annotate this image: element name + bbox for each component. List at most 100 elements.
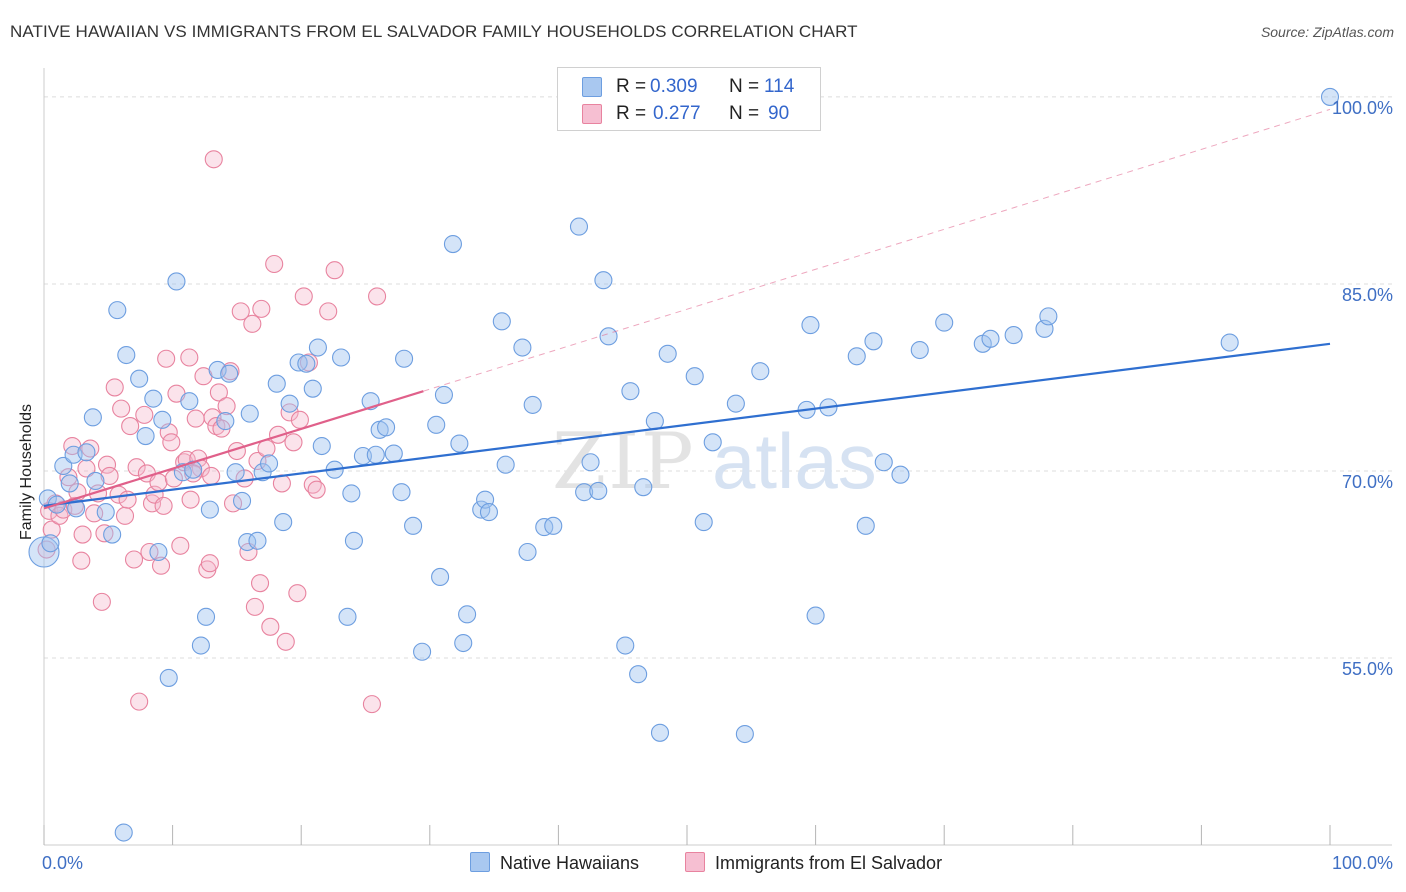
data-point xyxy=(751,362,770,381)
data-point xyxy=(513,338,532,357)
data-point xyxy=(95,524,114,543)
data-point xyxy=(523,395,542,414)
data-point xyxy=(220,364,239,383)
data-point xyxy=(112,399,131,418)
data-point xyxy=(569,217,589,236)
data-point xyxy=(77,443,96,462)
data-point xyxy=(431,567,450,586)
data-point xyxy=(171,536,190,555)
data-point xyxy=(117,345,136,365)
data-point xyxy=(180,392,199,411)
series-legend-swatch xyxy=(685,852,705,872)
data-point xyxy=(114,823,133,842)
data-point xyxy=(159,668,178,687)
data-point xyxy=(42,520,61,539)
y-tick-label: 85.0% xyxy=(1342,285,1393,305)
data-point xyxy=(319,302,338,321)
trend-line xyxy=(43,342,1331,507)
data-point xyxy=(535,518,554,537)
legend-r-label: R = xyxy=(616,76,647,97)
data-point xyxy=(308,338,327,357)
y-axis-label: Family Households xyxy=(18,403,35,540)
data-point xyxy=(204,150,223,169)
y-tick-label: 55.0% xyxy=(1342,659,1393,679)
data-point xyxy=(180,348,199,367)
data-point xyxy=(196,607,216,626)
data-point xyxy=(353,446,372,466)
tick-labels: 55.0% 70.0% 85.0% 100.0% 0.0% 100.0% xyxy=(42,98,1393,873)
data-point xyxy=(103,525,122,544)
series-legend-native-hawaiians[interactable]: Native Hawaiians xyxy=(470,852,639,874)
data-point xyxy=(303,379,322,398)
data-point xyxy=(73,525,92,544)
data-point xyxy=(252,299,271,318)
data-point xyxy=(41,534,60,553)
data-point xyxy=(261,617,280,636)
data-point xyxy=(703,433,722,452)
y-tick-label: 100.0% xyxy=(1332,98,1393,118)
data-point xyxy=(136,427,155,446)
data-point xyxy=(1320,87,1340,106)
data-point xyxy=(186,409,205,428)
x-tick-label: 0.0% xyxy=(42,853,83,873)
data-point xyxy=(368,287,387,306)
data-point xyxy=(151,556,171,575)
data-point xyxy=(72,551,91,570)
series-legend: Native Hawaiians Immigrants from El Salv… xyxy=(0,850,1406,880)
data-point xyxy=(144,389,163,408)
legend-r-value: 0.309 xyxy=(650,76,698,97)
data-point xyxy=(518,542,537,562)
data-point xyxy=(162,433,181,452)
data-point xyxy=(874,453,893,472)
data-point xyxy=(910,340,929,360)
data-point xyxy=(85,504,104,523)
series-points-immigrants-from-el-salvador xyxy=(37,150,387,714)
data-point xyxy=(245,597,264,616)
data-point xyxy=(86,471,105,490)
data-point xyxy=(60,474,79,493)
series-legend-immigrants-from-el-salvador[interactable]: Immigrants from El Salvador xyxy=(685,852,942,874)
data-point xyxy=(864,332,883,351)
data-point xyxy=(259,454,279,473)
data-point xyxy=(847,347,866,366)
data-point xyxy=(232,491,252,510)
data-point xyxy=(135,405,154,424)
data-point xyxy=(240,404,259,423)
data-point xyxy=(726,394,745,413)
source-label: Source: ZipAtlas.com xyxy=(1260,24,1394,40)
data-point xyxy=(1039,307,1058,326)
data-point xyxy=(97,455,117,474)
data-point xyxy=(248,451,267,471)
data-point xyxy=(54,456,73,476)
data-point xyxy=(154,496,173,515)
data-point xyxy=(153,410,172,429)
data-point xyxy=(891,465,910,484)
data-point xyxy=(450,434,469,453)
data-point xyxy=(366,445,385,464)
data-point xyxy=(1220,333,1239,352)
data-point xyxy=(377,418,396,437)
data-point xyxy=(269,425,288,444)
data-point xyxy=(200,554,219,573)
data-point xyxy=(274,513,293,532)
data-point xyxy=(650,723,670,742)
watermark-atlas: atlas xyxy=(712,417,877,505)
data-point xyxy=(621,382,640,401)
data-point xyxy=(130,692,149,711)
data-point xyxy=(181,490,200,509)
data-point xyxy=(338,607,357,626)
data-point xyxy=(83,408,102,427)
data-point xyxy=(149,473,168,492)
data-point xyxy=(173,463,192,482)
data-point xyxy=(248,531,267,550)
data-point xyxy=(280,394,299,413)
data-point xyxy=(599,327,618,346)
data-point xyxy=(209,383,228,402)
data-point xyxy=(108,301,127,320)
data-point xyxy=(267,374,286,393)
data-point xyxy=(130,369,149,388)
data-point xyxy=(581,453,600,472)
data-point xyxy=(200,500,219,519)
data-point xyxy=(616,636,635,655)
